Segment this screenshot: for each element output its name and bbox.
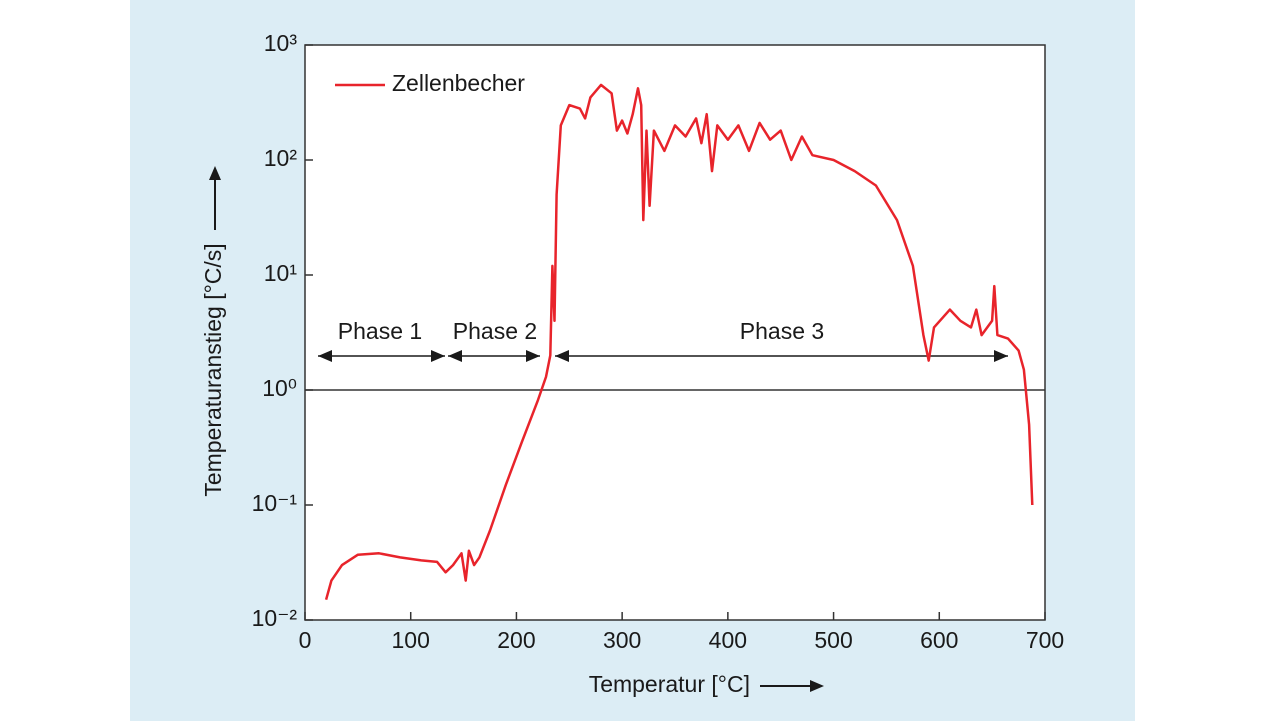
x-tick-label: 500 (814, 627, 852, 653)
y-tick-label: 10² (264, 145, 298, 171)
x-arrow-head (810, 680, 824, 692)
y-arrow-head (209, 166, 221, 180)
phase-label: Phase 2 (453, 318, 537, 344)
x-tick-label: 100 (392, 627, 430, 653)
y-tick-label: 10⁻¹ (252, 490, 298, 516)
x-tick-label: 700 (1026, 627, 1064, 653)
phase-label: Phase 1 (338, 318, 422, 344)
x-tick-label: 400 (709, 627, 747, 653)
x-tick-label: 0 (299, 627, 312, 653)
y-tick-label: 10¹ (264, 260, 298, 286)
phase-label: Phase 3 (740, 318, 824, 344)
x-tick-label: 600 (920, 627, 958, 653)
y-tick-label: 10⁻² (252, 605, 298, 631)
phase-arrow-head (318, 350, 445, 362)
x-axis-label: Temperatur [°C] (589, 671, 750, 697)
plot-area (304, 44, 1046, 621)
y-tick-label: 10⁰ (262, 375, 297, 401)
legend-label: Zellenbecher (392, 70, 525, 96)
y-tick-label: 10³ (264, 30, 298, 56)
y-axis-label: Temperaturanstieg [°C/s] (200, 243, 226, 496)
data-line (324, 83, 1034, 601)
x-tick-label: 300 (603, 627, 641, 653)
x-tick-label: 200 (497, 627, 535, 653)
